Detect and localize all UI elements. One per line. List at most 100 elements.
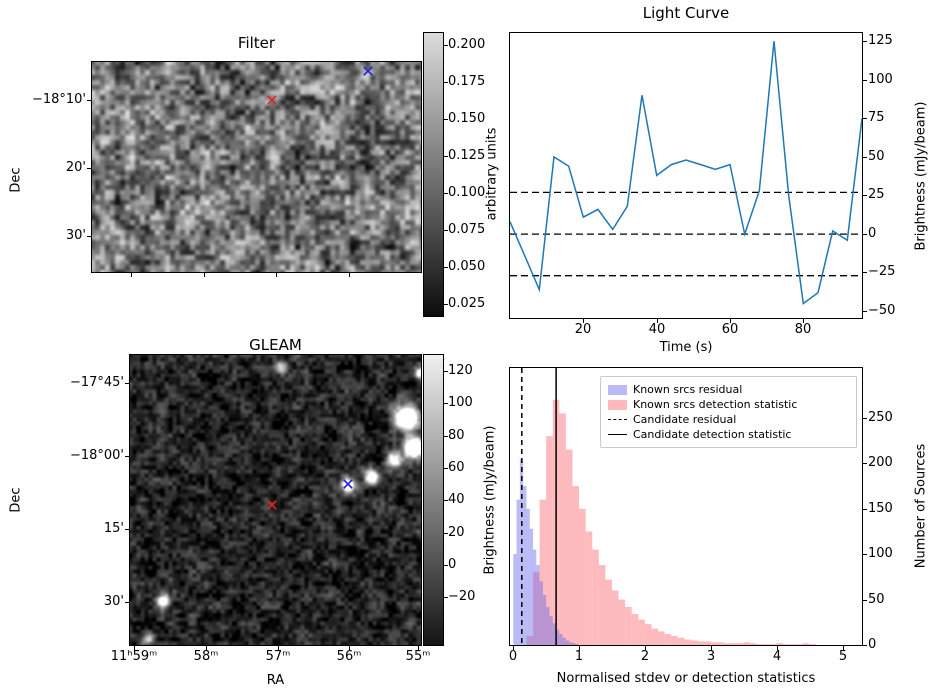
tick-mark <box>87 236 91 237</box>
lc-xtick-1: 40 <box>648 322 666 337</box>
filter-colorbar <box>424 33 443 316</box>
filter-ytick-0: −18°10' <box>31 92 86 107</box>
gleam-xtick-1: 58ᵐ <box>193 649 219 664</box>
lc-ytick-2: 75 <box>868 110 885 125</box>
filter-cbtick-6: 0.050 <box>448 259 486 274</box>
gleam-ytick-0: −17°45' <box>69 375 124 390</box>
tick-mark <box>863 554 867 555</box>
tick-mark <box>444 156 448 157</box>
legend-entry-candidate-detection: Candidate detection statistic <box>608 427 849 442</box>
hist-xtick-1: 1 <box>574 649 584 664</box>
tick-mark <box>349 273 350 277</box>
hist-bar <box>605 579 612 645</box>
hist-bar <box>539 499 547 645</box>
hist-bar <box>539 581 543 645</box>
hist-bar <box>598 565 606 645</box>
hist-xtick-4: 4 <box>772 649 782 664</box>
hist-bar <box>796 644 803 645</box>
hist-bar <box>651 628 659 645</box>
hist-bar <box>552 399 560 645</box>
lc-ytick-5: 0 <box>868 226 877 241</box>
filter-cbtick-2: 0.150 <box>448 111 486 126</box>
tick-mark <box>204 273 205 277</box>
tick-mark <box>444 403 448 404</box>
hist-bar <box>717 642 724 645</box>
filter-image <box>92 62 421 272</box>
tick-mark <box>125 383 129 384</box>
tick-mark <box>863 80 867 81</box>
tick-mark <box>444 193 448 194</box>
gleam-dec-axis-label: Dec <box>8 487 24 513</box>
hist-bar <box>638 619 645 645</box>
tick-mark <box>863 118 867 119</box>
tick-mark <box>730 319 731 323</box>
hist-bar <box>644 624 652 645</box>
filter-ytick-2: 30' <box>65 228 86 243</box>
hist-bar <box>559 413 566 645</box>
lc-ytick-3: 50 <box>868 149 885 164</box>
tick-mark <box>134 646 135 650</box>
hist-bar <box>565 449 573 645</box>
legend-entry-residual: Known srcs residual <box>608 382 849 397</box>
legend-swatch-residual <box>608 384 627 395</box>
tick-mark <box>206 646 207 650</box>
filter-colorbar-label: arbitrary units <box>484 127 500 221</box>
hist-bar <box>546 436 553 645</box>
hist-bar <box>562 637 566 645</box>
tick-mark <box>349 646 350 650</box>
hist-bar <box>546 606 550 645</box>
gleam-title: GLEAM <box>249 336 302 354</box>
lc-xtick-3: 80 <box>794 322 812 337</box>
lc-ytick-1: 100 <box>868 72 893 87</box>
hist-bar <box>556 629 560 645</box>
tick-mark <box>444 45 448 46</box>
tick-mark <box>711 646 712 650</box>
legend-label-candidate-detection: Candidate detection statistic <box>633 428 792 441</box>
gleam-ytick-3: 30' <box>103 594 124 609</box>
tick-mark <box>131 273 132 277</box>
light-curve-line <box>510 41 862 305</box>
tick-mark <box>444 597 448 598</box>
tick-mark <box>444 533 448 534</box>
gleam-cbtick-6: 0 <box>448 557 457 572</box>
lc-xtick-0: 20 <box>574 322 592 337</box>
hist-xtick-2: 2 <box>640 649 650 664</box>
tick-mark <box>444 468 448 469</box>
hist-bar <box>611 590 619 645</box>
hist-bar <box>743 642 751 645</box>
filter-title: Filter <box>237 34 276 52</box>
legend-entry-candidate-residual: Candidate residual <box>608 412 849 427</box>
tick-mark <box>583 319 584 323</box>
hist-ytick-2: 100 <box>868 546 893 561</box>
tick-mark <box>87 100 91 101</box>
tick-mark <box>863 234 867 235</box>
tick-mark <box>863 645 867 646</box>
legend-label-candidate-residual: Candidate residual <box>633 413 737 426</box>
legend-entry-detection: Known srcs detection statistic <box>608 397 849 412</box>
legend-label-detection: Known srcs detection statistic <box>633 398 798 411</box>
hist-ylabel: Number of Sources <box>913 443 929 569</box>
hist-bar <box>575 644 580 645</box>
tick-mark <box>418 646 419 650</box>
hist-bar <box>704 641 711 645</box>
tick-mark <box>513 646 514 650</box>
gleam-cbtick-4: 40 <box>448 492 465 507</box>
tick-mark <box>444 82 448 83</box>
hist-bar <box>750 643 757 645</box>
hist-bar <box>697 641 705 645</box>
hist-bar <box>516 499 520 645</box>
gleam-xtick-3: 56ᵐ <box>336 649 362 664</box>
filter-cbtick-7: 0.025 <box>448 296 486 311</box>
legend-swatch-detection <box>608 399 627 410</box>
lc-ytick-6: −25 <box>868 264 896 279</box>
hist-bar <box>769 644 777 645</box>
hist-bar <box>631 614 639 645</box>
hist-bar <box>783 644 790 645</box>
gleam-xlabel: RA <box>266 673 285 688</box>
gleam-ytick-1: −18°00' <box>69 448 124 463</box>
hist-bar <box>658 631 665 645</box>
hist-bar <box>549 615 553 645</box>
hist-bar <box>776 643 784 645</box>
hist-bar <box>559 634 563 645</box>
hist-xtick-0: 0 <box>508 649 518 664</box>
